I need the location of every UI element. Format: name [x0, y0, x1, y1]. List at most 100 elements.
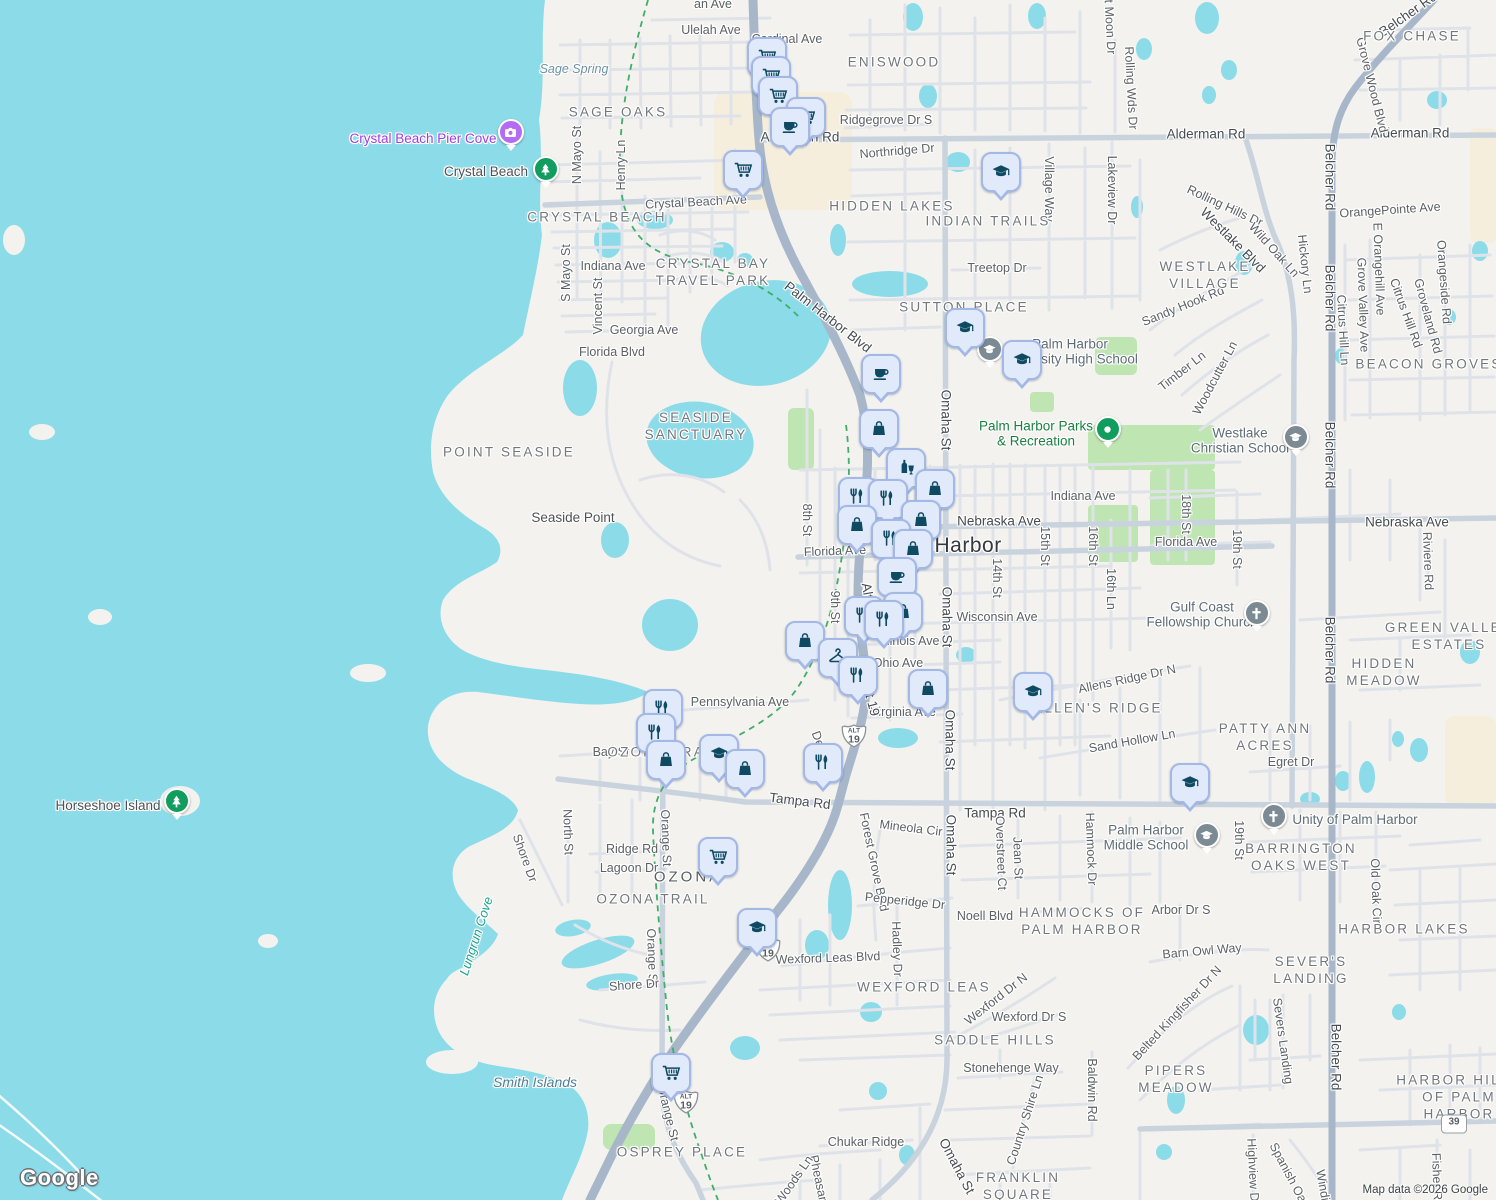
poi-pin-coffee[interactable] [770, 107, 810, 147]
street-label: 14th St [990, 558, 1004, 598]
poi-pin-school[interactable] [737, 908, 777, 948]
poi-pin-bag[interactable] [908, 669, 948, 709]
street-label: Grove Valley Ave [1354, 257, 1372, 353]
street-label: 16th St [1086, 526, 1100, 566]
poi-pin-restaurant[interactable] [838, 656, 878, 696]
area-label: BEACON GROVES [1355, 356, 1496, 372]
street-label: Omaha St [938, 389, 954, 451]
area-label: SADDLE HILLS [934, 1032, 1056, 1048]
area-label: SUTTON PLACE [899, 299, 1029, 315]
street-label: Shore Dr [509, 832, 541, 884]
area-label: PIPERS MEADOW [1138, 1063, 1214, 1095]
poi-pin-restaurant[interactable] [864, 600, 904, 640]
area-label: GREEN VALLEYESTATES [1384, 620, 1496, 652]
poi-badge-tree[interactable] [532, 156, 559, 182]
street-label: Belted Kingfisher Dr N [1129, 963, 1225, 1063]
water-label: Sage Spring [539, 62, 609, 76]
street-label: Treetop Dr [967, 261, 1027, 275]
street-label: Bay St [592, 745, 630, 759]
street-label: Nebraska Ave [1365, 514, 1449, 530]
street-label: Belcher Rd [1322, 421, 1338, 489]
collector-roads [542, 132, 1496, 1200]
street-label: Omaha St [942, 709, 958, 771]
water-roads [0, 1094, 103, 1200]
street-label: Highview Dr [1244, 1137, 1262, 1200]
street-label: Omaha St [936, 1135, 978, 1197]
area-label: CRYSTAL BEACH [527, 209, 667, 225]
street-label: Shore Dr [608, 976, 660, 994]
poi-pin-bag[interactable] [646, 740, 686, 780]
poi-badge-camera[interactable] [497, 119, 524, 145]
street-label: Severs Landing [1270, 997, 1296, 1085]
poi-pin-bag[interactable] [725, 749, 765, 789]
street-label: Noell Blvd [956, 909, 1014, 923]
street-label: Florida Blvd [579, 345, 645, 359]
street-label: Orange St [658, 809, 674, 867]
street-label: Chukar Ridge [827, 1135, 905, 1149]
street-label: Mineola Cir [878, 817, 944, 839]
poi-pin-school[interactable] [981, 152, 1021, 192]
street-label: Lakeview Dr [1105, 155, 1119, 225]
poi-badge-cross[interactable] [1260, 803, 1287, 829]
area-label: INDIAN TRAILS [925, 213, 1051, 229]
area-label: SAGE OAKS [568, 104, 668, 120]
poi-pin-cart[interactable] [651, 1053, 691, 1093]
area-label: ALLEN'S RIDGE [1033, 700, 1163, 716]
street-label: Sand Hollow Ln [1087, 726, 1177, 756]
ponds [0, 2, 1488, 1165]
area-label: FOX CHASE [1363, 28, 1461, 44]
street-label: 8th St [800, 503, 814, 537]
poi-badge-cross[interactable] [1243, 600, 1270, 626]
route-shield-39: 39 [1441, 1114, 1467, 1134]
street-label: OrangePointe Ave [1339, 199, 1441, 221]
poi-pin-coffee[interactable] [877, 557, 917, 597]
street-label: Jean St [1010, 836, 1026, 880]
street-label: Indiana Ave [580, 259, 646, 273]
area-label: ENISWOOD [847, 54, 941, 70]
poi-pin-cart[interactable] [698, 837, 738, 877]
street-label: Tampa Rd [768, 789, 832, 813]
area-label: POINT SEASIDE [443, 444, 575, 460]
street-label: Northridge Dr [859, 140, 935, 162]
street-label: Arbor Dr S [1151, 903, 1211, 917]
street-label: Barn Owl Way [1161, 940, 1243, 962]
street-label: Alderman Rd [1370, 125, 1450, 141]
poi-pin-coffee[interactable] [861, 354, 901, 394]
poi-pin-school[interactable] [1170, 763, 1210, 803]
street-label: Lagoon Dr [599, 861, 659, 875]
street-label: Old Oak Cir [1367, 858, 1385, 924]
poi-pin-school[interactable] [1002, 340, 1042, 380]
street-label: Wexford Dr S [991, 1010, 1067, 1024]
street-label: Vincent St [591, 277, 605, 335]
water-label: Lungrun Cove [456, 894, 496, 978]
poi-pin-bag[interactable] [859, 409, 899, 449]
street-label: S Mayo St [559, 244, 573, 302]
poi-badge-cap[interactable] [1282, 424, 1309, 450]
poi-badge-tree[interactable] [163, 788, 190, 814]
street-label: Timber Ln [1155, 348, 1209, 394]
street-label: Florida Ave [1154, 535, 1218, 549]
area-label: HAMMOCKS OF PALM HARBOR [1018, 905, 1146, 937]
poi-badge-cap[interactable] [1193, 822, 1220, 848]
poi-badge-dot[interactable] [1094, 416, 1121, 442]
water-label: Smith Islands [492, 1074, 578, 1090]
poi-pin-restaurant[interactable] [803, 743, 843, 783]
street-label: Egret Dr [1267, 755, 1315, 769]
street-label: Indiana Ave [1050, 489, 1116, 503]
street-label: 16th Ln [1104, 568, 1118, 610]
street-label: E Orangehill Ave [1370, 222, 1388, 316]
street-label: Omaha St [939, 586, 955, 648]
street-label: 18th St [1179, 494, 1193, 534]
street-label: Overstreet Ct [992, 815, 1010, 891]
poi-pin-school[interactable] [945, 308, 985, 348]
street-label: Grove Wood Blvd [1353, 35, 1391, 135]
street-label: Alderman Rd [1166, 126, 1246, 142]
poi-pin-cart[interactable] [723, 150, 763, 190]
street-label: Georgia Ave [609, 323, 679, 337]
google-logo[interactable]: Google [20, 1165, 99, 1190]
poi-pin-school[interactable] [1013, 672, 1053, 712]
area-label: SEASIDE SANCTUARY [644, 410, 748, 442]
street-label: 19th St [1232, 820, 1246, 860]
